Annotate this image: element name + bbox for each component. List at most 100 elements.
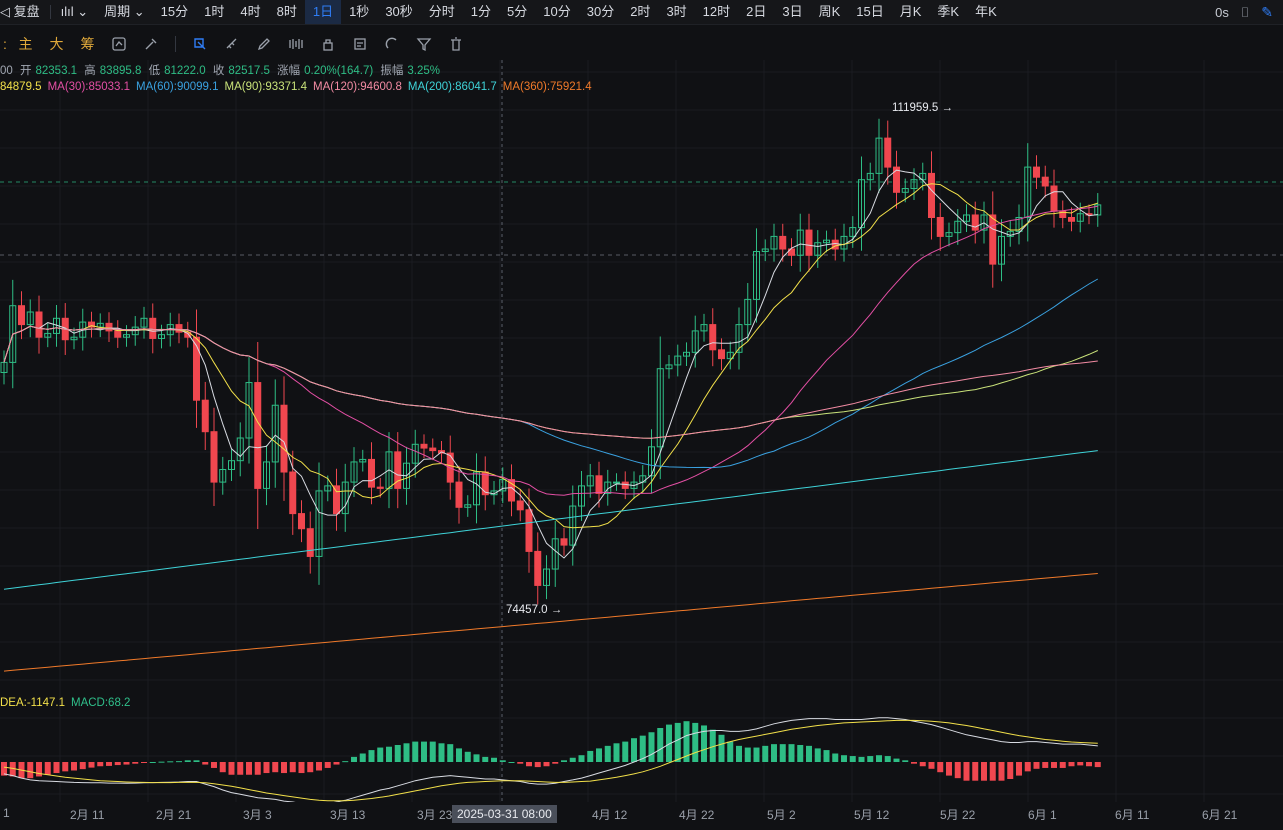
x-tick-label: 2月 21 [156,808,192,822]
interval-19[interactable]: 月K [899,4,922,19]
macd-histogram-bar [674,722,681,762]
macd-histogram-bar [71,762,77,771]
macd-histogram-bar [368,750,375,762]
magnet-icon[interactable] [376,31,408,57]
main-indicator-button[interactable]: 主 [18,36,33,52]
interval-0[interactable]: 15分 [160,4,189,19]
interval-13[interactable]: 3时 [666,4,687,19]
interval-15[interactable]: 2日 [746,4,767,19]
candle-body [788,248,795,256]
macd-histogram-bar [438,743,445,762]
macd-histogram-bar [342,761,349,763]
interval-16[interactable]: 3日 [782,4,803,19]
camera-icon[interactable]: ⌷ [1240,3,1250,20]
candle-body [831,239,839,250]
interval-1[interactable]: 1时 [204,4,225,19]
candle-body [464,504,472,508]
x-tick-label: 2月 11 [70,808,105,822]
x-tick-label: 5月 12 [854,808,890,822]
macd-histogram-bar [771,744,777,762]
close-value: 82517.5 [228,65,270,77]
candle-body [1085,213,1093,216]
chip-distribution-button[interactable]: 筹 [80,36,95,52]
macd-histogram-bar [9,762,16,777]
interval-8[interactable]: 1分 [470,4,492,19]
interval-4[interactable]: 1日 [304,0,342,24]
macd-histogram-bar [421,741,427,762]
interval-7[interactable]: 分时 [428,4,455,19]
interval-18[interactable]: 15日 [856,4,884,19]
x-tick-label: 5月 2 [767,808,796,822]
ma5-line [3,169,1098,559]
macd-histogram-bar [1016,762,1022,776]
macd-histogram-bar [893,758,900,762]
candle-body [9,305,17,363]
interval-3[interactable]: 8时 [276,4,297,19]
pattern-icon[interactable] [280,31,312,57]
macd-histogram-bar [744,747,751,762]
candle-body [1033,166,1040,178]
divider [49,5,51,19]
macd-histogram-bar [429,741,436,762]
period-dropdown[interactable]: 周期 ⌄ [104,4,145,19]
replay-button[interactable]: ◁ 复盘 [0,4,40,19]
low-label: 低 [148,65,161,77]
interval-14[interactable]: 12时 [702,4,731,19]
macd-histogram-bar [718,734,725,762]
chart-type-icon[interactable]: ılıl ⌄ [60,4,89,19]
trash-icon[interactable] [440,31,472,57]
cursor-icon[interactable] [184,31,216,57]
ma-legend-item: MA(90):93371.4 [224,81,307,93]
candle-body [324,485,332,492]
pen-icon[interactable] [248,31,280,57]
ma10-line [3,183,1098,529]
interval-12[interactable]: 2时 [630,4,651,19]
interval-10[interactable]: 10分 [543,4,571,19]
candle-body [1015,217,1023,232]
interval-20[interactable]: 季K [937,4,960,19]
macd-histogram-bar [456,748,462,762]
ma-legend-item: MA(60):90099.1 [136,81,219,93]
large-order-button[interactable]: 大 [49,36,64,52]
candle-body [306,528,314,557]
candle-body [289,471,297,515]
filter-icon[interactable] [408,31,440,57]
interval-6[interactable]: 30秒 [385,4,413,19]
candle-body [201,399,209,433]
candle-body [236,437,244,462]
candle-body [761,248,769,253]
interval-5[interactable]: 1秒 [349,4,370,19]
indicator-icon[interactable] [103,31,135,57]
note-icon[interactable] [344,31,376,57]
edit-icon[interactable]: ✎ [1261,3,1273,20]
x-axis [0,802,1283,830]
candle-body [875,137,883,174]
ruler-icon[interactable] [216,31,248,57]
macd-histogram-bar [517,762,524,764]
lock-icon[interactable] [312,31,344,57]
candle-body [884,137,892,168]
tools-icon[interactable] [135,31,167,57]
x-tick-label: 3月 3 [243,808,272,822]
macd-histogram-bar [753,747,760,762]
macd-histogram-bar [1059,762,1066,768]
interval-2[interactable]: 4时 [240,4,261,19]
macd-histogram-bar [981,762,987,781]
ma200-line [3,450,1098,590]
interval-9[interactable]: 5分 [507,4,528,19]
interval-17[interactable]: 周K [818,4,841,19]
interval-21[interactable]: 年K [975,4,997,19]
macd-histogram-bar [246,762,252,775]
top-toolbar: ◁ 复盘 ılıl ⌄ 周期 ⌄ 15分 1时 4时 8时 1日 1秒 30秒 分时 1分 5分 1… [0,0,1283,25]
interval-11[interactable]: 30分 [586,4,615,19]
macd-histogram-bar [307,762,314,773]
macd-histogram-bar [149,762,156,763]
x-tick-label: 6月 21 [1202,808,1238,822]
macd-histogram-bar [386,746,392,762]
macd-histogram-bar [876,755,882,762]
macd-histogram-bar [972,762,979,781]
macd-histogram-bar [228,762,235,775]
macd-histogram-bar [27,762,34,779]
candle-body [683,351,690,357]
